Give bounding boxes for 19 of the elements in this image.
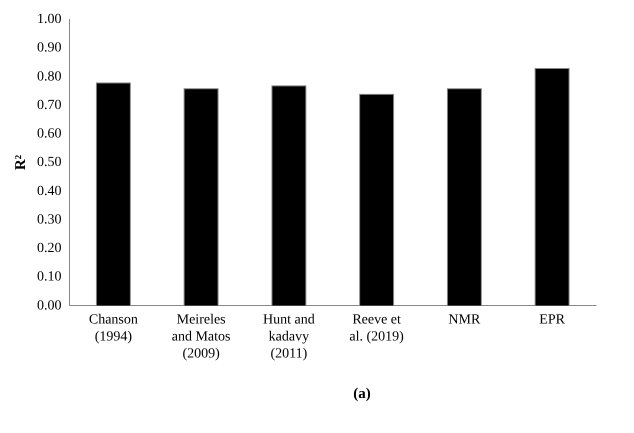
y-tick-label: 0.80: [37, 69, 62, 84]
y-tick-label: 0.40: [37, 184, 62, 199]
x-tick-label: Meireles and Matos (2009): [172, 312, 230, 362]
y-axis-title: R²: [12, 154, 29, 170]
y-tick-label: 0.50: [37, 155, 62, 170]
y-tick-label: 0.60: [37, 126, 62, 142]
text: (a): [352, 386, 372, 403]
y-tick-label: 0.10: [37, 270, 62, 285]
x-tick-label: Hunt and kadavy (2011): [263, 312, 315, 362]
y-tick-label: 0.00: [37, 298, 62, 314]
y-tick-label: 0.90: [37, 40, 62, 56]
y-tick-label: 0.20: [37, 241, 62, 256]
y-tick-label: 0.30: [37, 212, 62, 228]
x-tick-label: NMR: [448, 312, 481, 328]
x-tick-label: EPR: [539, 312, 566, 328]
y-tick-label: 0.70: [37, 98, 62, 113]
x-tick-label: Chanson (1994): [88, 312, 138, 344]
x-tick-label: Reeve et al. (2019): [349, 312, 404, 344]
y-tick-label: 1.00: [37, 12, 62, 28]
